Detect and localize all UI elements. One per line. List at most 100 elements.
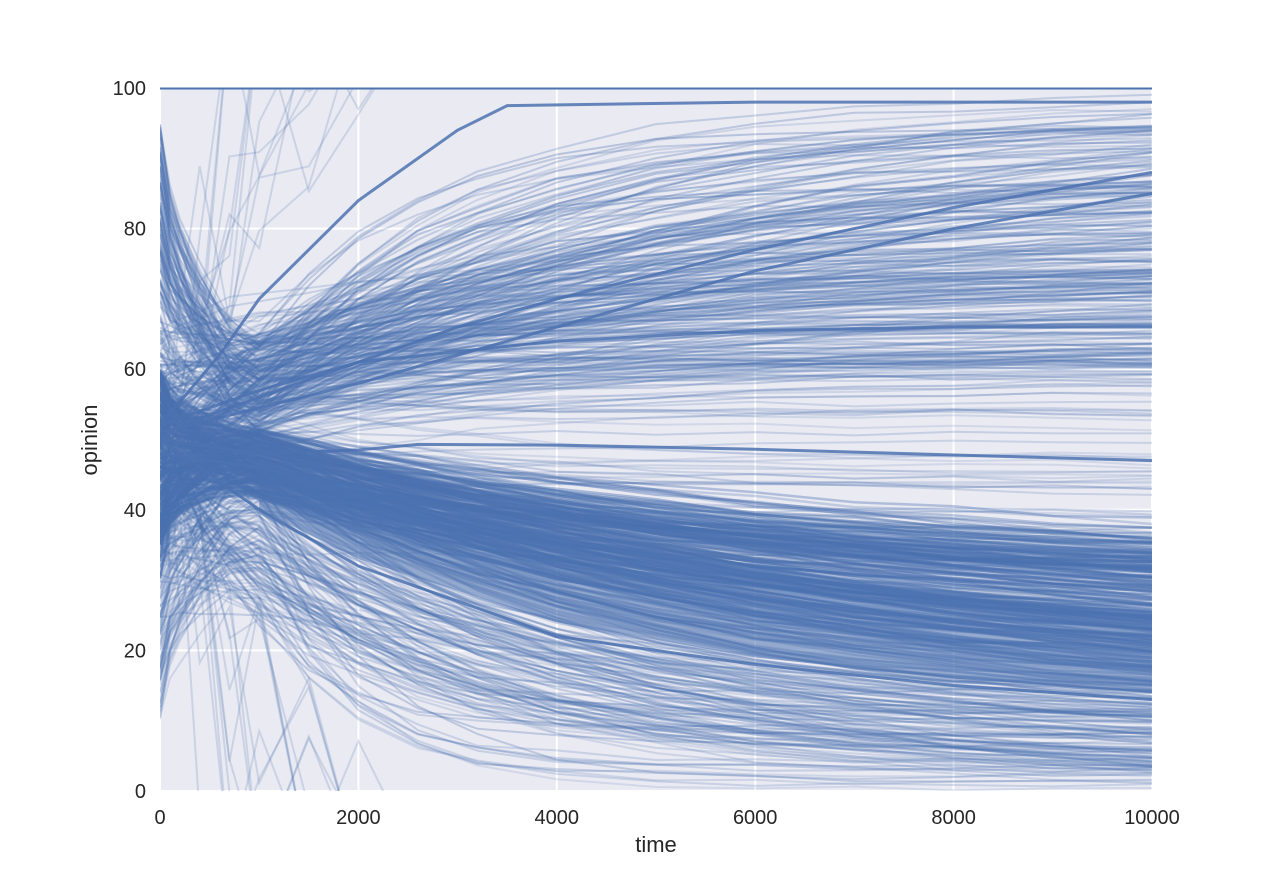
trajectory-line [160, 282, 1152, 346]
trajectory-line [160, 343, 1152, 526]
trajectory-line [160, 413, 1152, 700]
trajectory-line [160, 385, 1152, 496]
x-tick-label: 4000 [535, 807, 580, 829]
trajectory-line [160, 258, 1152, 473]
trajectory-line [160, 433, 1152, 741]
trajectory-line [160, 465, 1152, 563]
x-tick-label: 2000 [336, 807, 381, 829]
trajectory-line [160, 129, 1152, 385]
trajectory-line [160, 254, 1152, 425]
trajectory-line [160, 425, 1152, 722]
trajectory-line [160, 245, 1152, 454]
trajectory-line [160, 512, 1152, 707]
y-tick-label: 0 [135, 781, 146, 803]
trajectory-line [160, 163, 1152, 413]
trajectory-line [160, 147, 1152, 337]
trajectory-line [160, 449, 1152, 555]
trajectory-line [160, 438, 231, 791]
trajectory-line [160, 331, 1152, 419]
trajectory-line [160, 155, 1152, 423]
trajectory-line [160, 318, 1152, 401]
trajectory-line [160, 309, 1152, 345]
trajectory-line [160, 348, 1152, 526]
trajectory-line [160, 538, 1152, 745]
trajectory-line [160, 240, 1152, 406]
trajectory-line [160, 443, 1152, 547]
trajectory-line [160, 381, 1152, 527]
trajectory-line [160, 393, 1152, 774]
trajectory-line [160, 382, 1152, 498]
trajectory-line [160, 439, 297, 791]
trajectory-line [160, 418, 1152, 599]
trajectory-line [160, 416, 1152, 562]
trajectory-line [160, 198, 1152, 363]
trajectory-line [160, 379, 1152, 754]
trajectory-line [160, 429, 1152, 608]
trajectory-line [160, 535, 1152, 693]
trajectory-line [160, 129, 1152, 388]
trajectory-line [160, 374, 1152, 735]
trajectory-line [160, 150, 1152, 377]
trajectory-line [160, 400, 1152, 424]
trajectory-line [160, 93, 1152, 465]
trajectory-line [160, 459, 1152, 563]
trajectory-line [160, 499, 1152, 733]
trajectory-line [160, 515, 1152, 739]
trajectory-line [160, 435, 1152, 570]
trajectory-line [160, 133, 1152, 510]
x-tick-label: 0 [154, 807, 165, 829]
trajectory-line [160, 439, 1152, 579]
trajectory-line [160, 418, 1152, 544]
trajectory-line [160, 150, 1152, 506]
trajectory-line [160, 298, 1152, 578]
trajectory-line [160, 303, 1152, 569]
trajectory-line [160, 209, 1152, 423]
trajectory-line [160, 451, 1152, 507]
trajectory-line [160, 342, 1152, 475]
trajectory-line [160, 373, 1152, 383]
trajectory-line [160, 88, 296, 440]
trajectory-line [160, 509, 1152, 768]
trajectory-line [160, 422, 1152, 729]
trajectory-line [160, 233, 1152, 539]
trajectory-line [160, 584, 1152, 690]
trajectory-line [160, 154, 1152, 323]
trajectory-line [160, 297, 1152, 436]
trajectory-line [160, 416, 1152, 739]
trajectory-line [160, 403, 1152, 773]
trajectory-line [160, 520, 1152, 685]
trajectory-line [160, 452, 1152, 711]
trajectory-line [160, 231, 1152, 412]
trajectory-line [160, 128, 1152, 560]
trajectory-line [160, 477, 1152, 759]
trajectory-line [160, 439, 332, 791]
trajectory-line [160, 456, 1152, 584]
trajectory-line [160, 509, 1152, 709]
y-tick-label: 40 [124, 500, 146, 522]
trajectory-line [160, 361, 1152, 414]
trajectory-line [160, 182, 1152, 381]
trajectory-line [160, 127, 1152, 347]
trajectory-line [160, 295, 1152, 359]
trajectory-line [160, 454, 1152, 525]
trajectory-line [160, 439, 1152, 577]
trajectory-line [160, 165, 1152, 435]
trajectory-line [160, 168, 1152, 414]
trajectory-line [160, 233, 1152, 446]
trajectory-line [160, 429, 1152, 439]
trajectory-line [160, 217, 1152, 394]
trajectory-line [160, 209, 1152, 558]
trajectory-line [160, 488, 1152, 725]
trajectory-line [160, 422, 1152, 752]
trajectory-line [160, 352, 1152, 461]
trajectory-line [160, 232, 1152, 402]
trajectory-line [160, 381, 1152, 418]
trajectory-line [160, 280, 1152, 520]
trajectory-line [160, 352, 1152, 562]
trajectory-line [160, 175, 1152, 411]
trajectory-line [160, 267, 1152, 412]
trajectory-line [160, 334, 1152, 460]
trajectory-line [160, 561, 1152, 768]
trajectory-line [160, 440, 1152, 585]
trajectory-line [160, 180, 1152, 344]
